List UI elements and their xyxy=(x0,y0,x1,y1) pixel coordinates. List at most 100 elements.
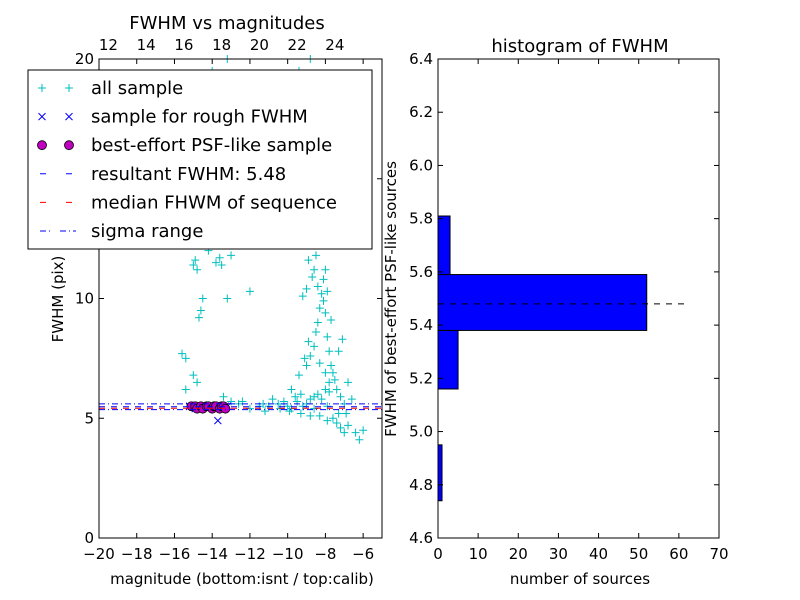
all-sample-point xyxy=(340,428,349,437)
legend-label: all sample xyxy=(91,78,183,99)
legend-circle-marker xyxy=(64,140,74,151)
x-tick-label: 0 xyxy=(433,545,443,563)
all-sample-point xyxy=(325,387,334,396)
all-sample-point xyxy=(306,411,315,420)
all-sample-point xyxy=(191,256,200,265)
all-sample-point xyxy=(306,351,315,360)
all-sample-point xyxy=(219,392,228,401)
all-sample-point xyxy=(328,414,337,423)
scatter-ylabel: FWHM (pix) xyxy=(49,256,67,343)
x-tick-label: 40 xyxy=(589,545,608,563)
all-sample-point xyxy=(319,296,328,305)
legend-entry: sigma range xyxy=(40,221,203,242)
top-tick-label: 12 xyxy=(99,36,118,54)
all-sample-point xyxy=(217,260,226,269)
all-sample-point xyxy=(261,407,270,416)
y-tick-label: 0 xyxy=(84,529,94,547)
all-sample-point xyxy=(181,385,190,394)
all-sample-point xyxy=(338,335,347,344)
histogram-bar xyxy=(437,329,459,390)
all-sample-point xyxy=(274,399,283,408)
x-tick-label: 20 xyxy=(509,545,528,563)
legend-plus-marker xyxy=(38,84,46,92)
all-sample-point xyxy=(194,313,203,322)
all-sample-point xyxy=(196,306,205,315)
top-tick-label: 24 xyxy=(325,36,344,54)
all-sample-point xyxy=(313,318,322,327)
x-tick-label: −10 xyxy=(272,545,304,563)
all-sample-point xyxy=(308,272,317,281)
all-sample-point xyxy=(291,392,300,401)
all-sample-point xyxy=(287,385,296,394)
histogram-axes: 0 10 20 30 40 50 60 70 4.6 4.8 5.0 5.2 5.4 5.6 5.8 6.0 6… xyxy=(409,50,728,563)
all-sample-point xyxy=(310,392,319,401)
histogram-panel: histogram of FWHM 0 10 20 30 40 50 60 70 4.6 4.8 5… xyxy=(382,36,729,588)
x-tick-label: −6 xyxy=(352,545,374,563)
all-sample-point xyxy=(347,395,356,404)
x-tick-label: −20 xyxy=(83,545,115,563)
all-sample-point xyxy=(321,368,330,377)
histogram-bar xyxy=(437,215,451,276)
y-tick-label: 4.8 xyxy=(409,476,433,494)
x-tick-label: −8 xyxy=(314,545,336,563)
all-sample-point xyxy=(223,294,232,303)
x-tick-label: 30 xyxy=(549,545,568,563)
all-sample-point xyxy=(336,392,345,401)
all-sample-point xyxy=(296,390,305,399)
scatter-panel: FWHM vs magnitudes −20 −18 −16 −14 −12 −10 −8−… xyxy=(49,13,383,588)
legend-circle-marker xyxy=(37,140,47,151)
x-tick-label: −14 xyxy=(196,545,228,563)
all-sample-point xyxy=(317,289,326,298)
legend-x-marker xyxy=(65,112,73,121)
all-sample-point xyxy=(327,316,336,325)
all-sample-point xyxy=(310,342,319,351)
all-sample-point xyxy=(332,385,341,394)
legend-x-marker xyxy=(38,112,46,121)
legend: all sample sample for rough FWHM best-effo… xyxy=(27,69,373,250)
x-tick-label: 60 xyxy=(669,545,688,563)
all-sample-point xyxy=(211,258,220,267)
legend-entry: all sample xyxy=(38,78,183,99)
legend-label: best-effort PSF-like sample xyxy=(91,135,332,156)
y-tick-label: 6.2 xyxy=(409,103,433,121)
all-sample-point xyxy=(193,265,202,274)
all-sample-point xyxy=(300,354,309,363)
all-sample-point xyxy=(327,361,336,370)
all-sample-point xyxy=(321,265,330,274)
y-tick-label: 5.2 xyxy=(409,369,433,387)
all-sample-point xyxy=(342,409,351,418)
all-sample-point xyxy=(189,371,198,380)
histogram-marks xyxy=(437,215,687,502)
y-tick-label: 4.6 xyxy=(409,529,433,547)
all-sample-point xyxy=(313,282,322,291)
legend-box xyxy=(27,69,373,250)
all-sample-point xyxy=(227,251,236,260)
all-sample-point xyxy=(315,304,324,313)
histogram-ylabel: FWHM of best-effort PSF-like sources xyxy=(382,161,400,437)
all-sample-point xyxy=(325,378,334,387)
all-sample-point xyxy=(336,423,345,432)
all-sample-point xyxy=(334,347,343,356)
top-tick-label: 16 xyxy=(174,36,193,54)
all-sample-point xyxy=(294,371,303,380)
all-sample-point xyxy=(215,253,224,262)
histogram-frame xyxy=(437,58,720,539)
all-sample-point xyxy=(189,260,198,269)
all-sample-point xyxy=(319,275,328,284)
all-sample-point xyxy=(323,332,332,341)
all-sample-point xyxy=(178,349,187,358)
all-sample-point xyxy=(321,308,330,317)
all-sample-point xyxy=(181,354,190,363)
all-sample-point xyxy=(323,416,332,425)
all-sample-point xyxy=(355,435,364,444)
all-sample-point xyxy=(334,409,343,418)
all-sample-point xyxy=(245,287,254,296)
all-sample-point xyxy=(359,426,368,435)
y-tick-label: 5.0 xyxy=(409,423,433,441)
all-sample-point xyxy=(344,378,353,387)
histogram-bar xyxy=(437,274,648,331)
all-sample-point xyxy=(298,292,307,301)
y-tick-label: 20 xyxy=(75,50,94,68)
top-tick-label: 20 xyxy=(250,36,269,54)
all-sample-point xyxy=(198,294,207,303)
